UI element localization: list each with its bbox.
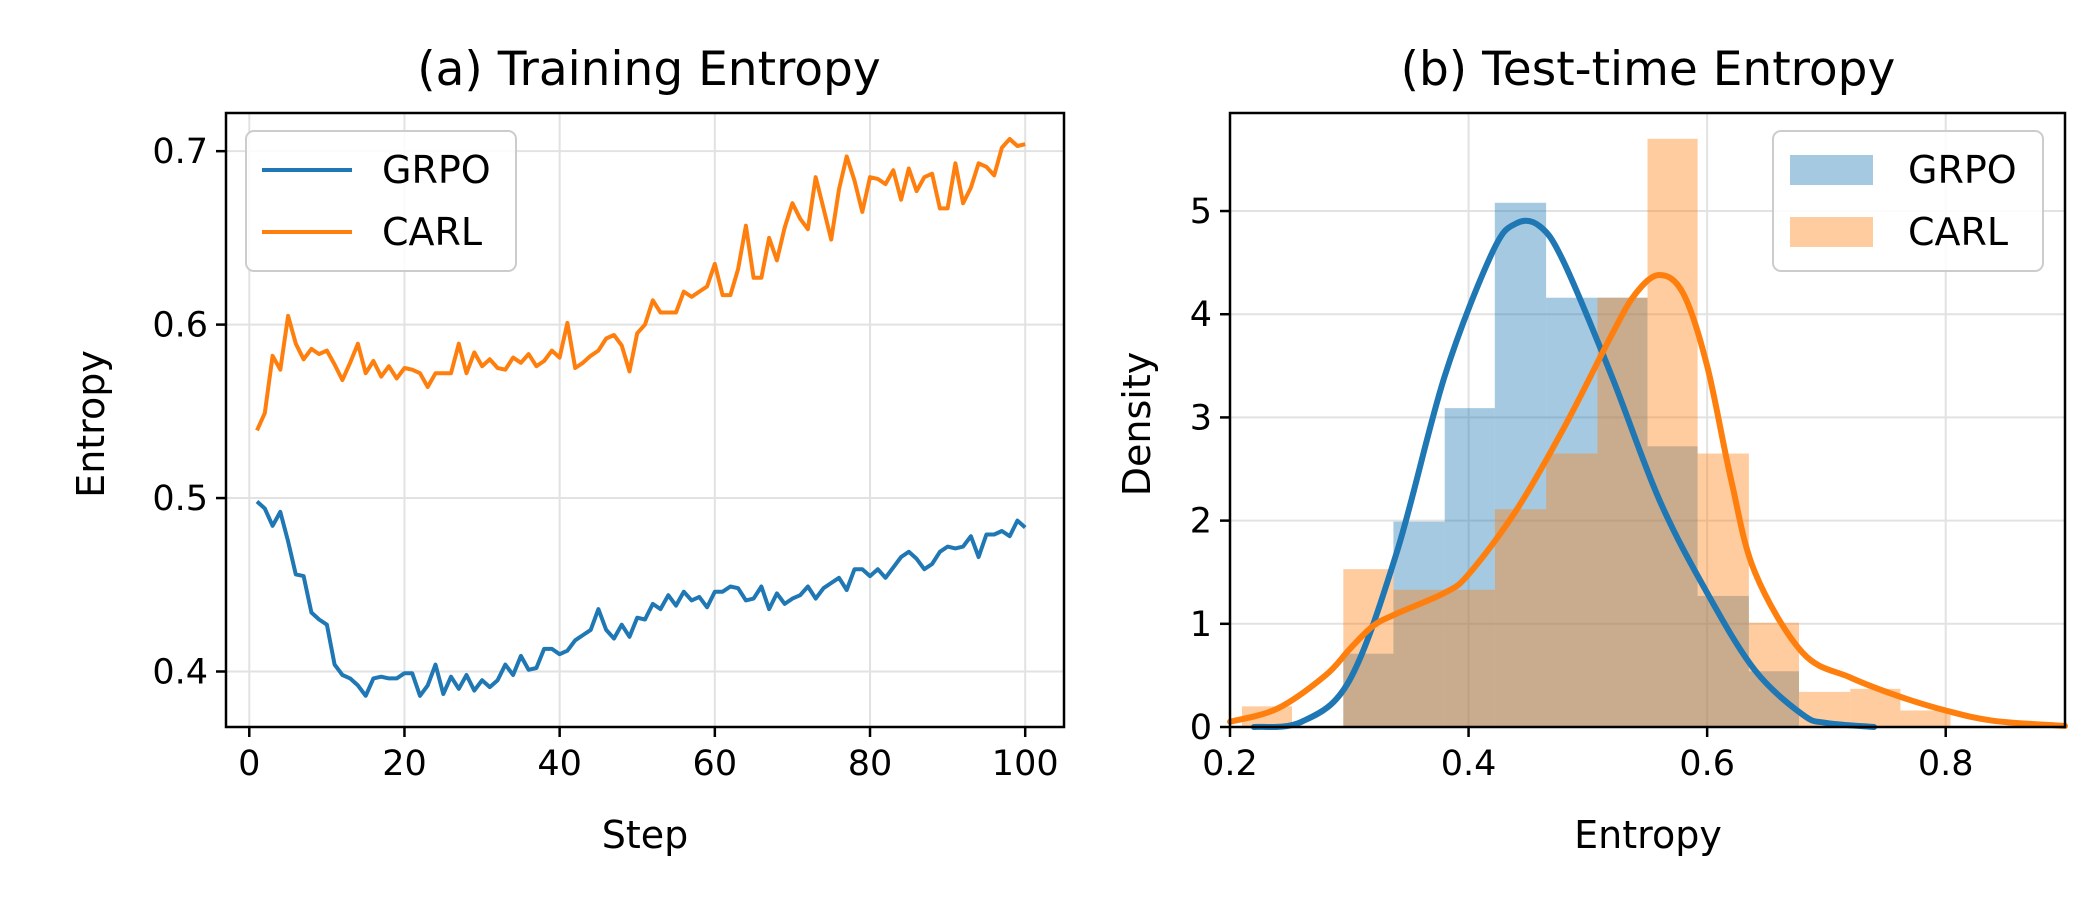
panel-b-ytick-label: 0 (1190, 708, 1212, 748)
panel-b-xlabel: Entropy (1574, 813, 1722, 857)
panel-a-xlabel: Step (602, 813, 689, 857)
legend-b-carl-patch (1790, 217, 1873, 247)
hist-bar-grpo (1494, 202, 1547, 728)
panel-b-legend: GRPO CARL (1772, 130, 2044, 272)
legend-a-grpo-label: GRPO (382, 148, 491, 192)
hist-bar-grpo (1393, 521, 1445, 727)
hist-bar-carl (1494, 509, 1547, 727)
panel-a-frame (224, 111, 1066, 729)
hist-bar-grpo (1546, 297, 1598, 727)
panel-a-xtick-label: 80 (848, 744, 893, 784)
panel-b-title: (b) Test-time Entropy (1401, 42, 1896, 97)
panel-b-xtick-label: 0.4 (1441, 744, 1497, 784)
panel-a-ylabel: Entropy (69, 350, 113, 498)
hist-bar-carl (1900, 710, 1951, 727)
panel-b-xtick-label: 0.6 (1679, 744, 1735, 784)
hist-bar-grpo (1343, 653, 1394, 727)
legend-b-grpo-patch (1790, 155, 1873, 185)
series-line-grpo (255, 500, 1027, 698)
panel-a-xtick-label: 40 (537, 744, 582, 784)
hist-bar-grpo (1748, 671, 1799, 727)
series-line-carl (255, 137, 1026, 432)
legend-b-grpo-label: GRPO (1908, 148, 2017, 192)
panel-b-ylabel: Density (1115, 352, 1159, 496)
kde-curve-grpo (1250, 217, 1878, 731)
panel-b-frame (1228, 111, 2067, 729)
legend-b-carl-label: CARL (1908, 210, 2008, 254)
panel-a-ytick-label: 0.5 (152, 479, 208, 519)
panel-test-time-entropy: (b) Test-time Entropy 0.2 0.4 0.6 0.8 0 1 2 3 4 5… (1115, 42, 2068, 857)
hist-bar-carl (1647, 138, 1698, 727)
panel-a-ytick-label: 0.6 (152, 306, 208, 346)
hist-bar-carl (1546, 453, 1598, 727)
panel-b-ytick-label: 5 (1190, 192, 1212, 232)
panel-a-ytick-label: 0.7 (152, 132, 208, 172)
hist-bar-carl (1444, 589, 1495, 727)
panel-a-xtick-label: 0 (238, 744, 260, 784)
panel-b-ytick-label: 4 (1190, 295, 1212, 335)
panel-b-ytick-label: 2 (1190, 502, 1212, 542)
panel-training-entropy: (a) Training Entropy 0 20 40 60 80 100 0.4 0.5 0… (69, 42, 1066, 857)
panel-a-xtick-label: 100 (992, 744, 1059, 784)
kde-curve-carl (1227, 271, 2068, 729)
hist-bar-carl (1241, 706, 1293, 727)
panel-b-ytick-label: 3 (1190, 398, 1212, 438)
panel-a-xtick-label: 20 (382, 744, 427, 784)
legend-a-carl-label: CARL (382, 210, 482, 254)
panel-a-title: (a) Training Entropy (417, 42, 880, 97)
panel-a-legend: GRPO CARL (245, 130, 517, 272)
panel-a-xtick-label: 60 (693, 744, 738, 784)
panel-b-xtick-label: 0.8 (1918, 744, 1974, 784)
hist-bar-grpo (1444, 408, 1495, 727)
panel-b-ytick-label: 1 (1190, 605, 1212, 645)
panel-b-xtick-label: 0.2 (1202, 744, 1258, 784)
panel-a-ytick-label: 0.4 (152, 652, 208, 692)
